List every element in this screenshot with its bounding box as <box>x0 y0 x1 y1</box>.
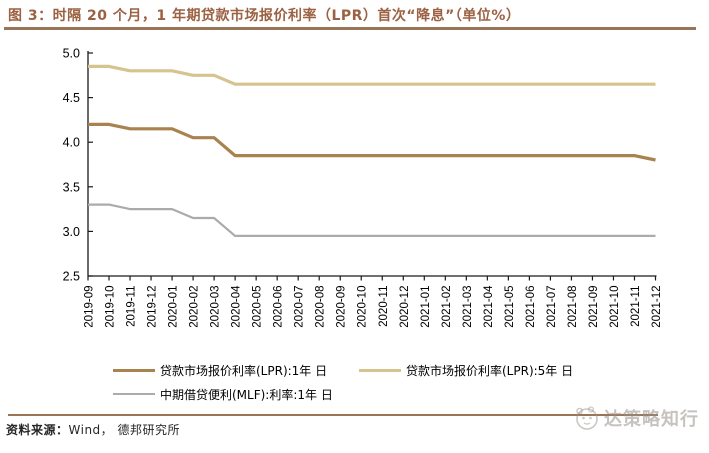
title-divider <box>4 27 696 30</box>
x-tick-label: 2019-10 <box>105 286 117 328</box>
x-tick-label: 2021-09 <box>588 286 600 328</box>
legend-item-1: 贷款市场报价利率(LPR):5年 日 <box>359 358 605 382</box>
x-tick-label: 2021-08 <box>567 286 579 328</box>
legend-label-1: 贷款市场报价利率(LPR):5年 日 <box>406 363 574 378</box>
x-tick-label: 2021-03 <box>462 286 474 328</box>
y-tick-label: 2.5 <box>63 270 80 284</box>
y-tick-label: 4.5 <box>63 91 80 105</box>
legend-label-2: 中期借贷便利(MLF):利率:1年 日 <box>160 387 333 402</box>
x-tick-label: 2020-06 <box>273 286 285 328</box>
legend-item-0: 贷款市场报价利率(LPR):1年 日 <box>113 358 359 382</box>
x-tick-label: 2021-10 <box>609 286 621 328</box>
watermark-text: 达策略知行 <box>604 409 699 430</box>
legend-item-2: 中期借贷便利(MLF):利率:1年 日 <box>113 382 359 406</box>
series-line-1 <box>88 64 656 86</box>
x-tick-label: 2020-12 <box>399 286 411 328</box>
chart-legend: 贷款市场报价利率(LPR):1年 日 贷款市场报价利率(LPR):5年 日中期借贷… <box>113 358 673 406</box>
watermark: 达策略知行 <box>574 404 699 432</box>
x-tick-label: 2021-12 <box>651 286 663 328</box>
source-text: Wind， 德邦研究所 <box>68 423 180 437</box>
legend-swatch-0 <box>113 368 155 372</box>
x-tick-label: 2020-03 <box>210 286 222 328</box>
x-tick-label: 2021-01 <box>420 286 432 328</box>
y-tick-label: 5.0 <box>63 47 80 61</box>
x-tick-label: 2019-09 <box>84 286 96 328</box>
x-tick-label: 2021-02 <box>441 286 453 328</box>
y-tick-label: 3.5 <box>63 180 80 194</box>
x-tick-label: 2020-07 <box>294 286 306 328</box>
legend-swatch-1 <box>359 368 401 372</box>
x-tick-label: 2020-01 <box>168 286 180 328</box>
x-tick-label: 2020-09 <box>336 286 348 328</box>
x-tick-label: 2021-07 <box>546 286 558 328</box>
legend-label-0: 贷款市场报价利率(LPR):1年 日 <box>160 363 328 378</box>
x-tick-label: 2021-05 <box>504 286 516 328</box>
x-tick-label: 2021-04 <box>483 285 495 328</box>
x-tick-label: 2020-02 <box>189 286 201 328</box>
source-note: 资料来源：Wind， 德邦研究所 <box>6 421 180 438</box>
series-line-0 <box>88 122 656 162</box>
panda-circle-icon <box>576 406 598 430</box>
x-tick-label: 2019-12 <box>147 286 159 328</box>
x-tick-label: 2020-10 <box>357 286 369 328</box>
x-tick-label: 2020-11 <box>378 286 390 327</box>
y-tick-label: 4.0 <box>63 136 80 150</box>
x-tick-label: 2020-04 <box>231 285 243 328</box>
figure-title: 图 3：时隔 20 个月，1 年期贷款市场报价利率（LPR）首次“降息”（单位%… <box>8 8 521 24</box>
x-tick-label: 2021-06 <box>525 286 537 328</box>
legend-swatch-2 <box>113 393 155 395</box>
series-line-2 <box>88 203 656 237</box>
y-tick-label: 3.0 <box>63 225 80 239</box>
footer-divider <box>8 414 658 416</box>
source-label: 资料来源： <box>6 423 69 437</box>
x-tick-label: 2021-11 <box>630 286 642 327</box>
x-tick-label: 2020-08 <box>315 286 327 328</box>
x-tick-label: 2019-11 <box>126 286 138 327</box>
x-tick-label: 2020-05 <box>252 286 264 328</box>
